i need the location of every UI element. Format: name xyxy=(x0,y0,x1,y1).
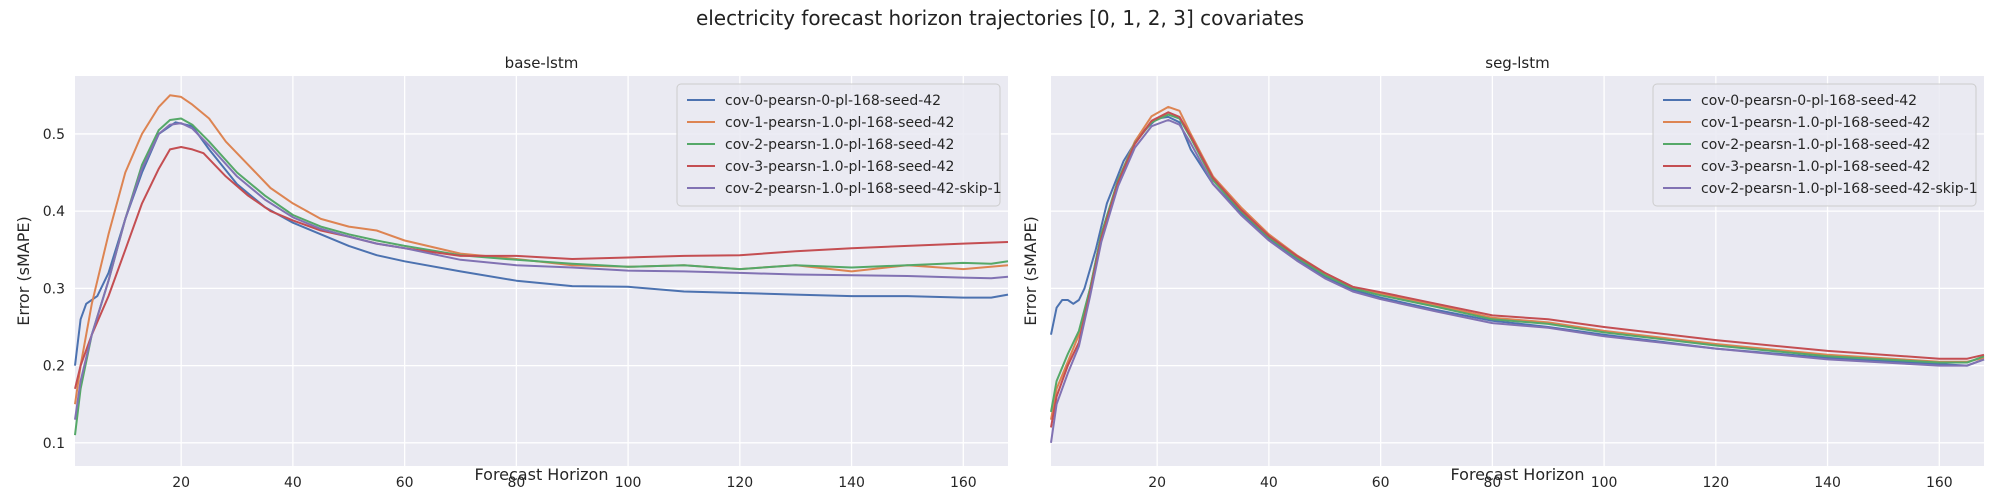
series-line xyxy=(74,117,1009,436)
x-axis-label: Forecast Horizon xyxy=(1451,465,1585,484)
legend-entry: cov-1-pearsn-1.0-pl-168-seed-42 xyxy=(1701,115,1930,131)
series-line xyxy=(74,146,1009,390)
x-tick-label: 40 xyxy=(284,475,302,491)
panel-title: base-lstm xyxy=(505,54,579,72)
series-line xyxy=(74,122,1009,420)
legend-box xyxy=(676,83,1001,207)
x-axis-label: Forecast Horizon xyxy=(475,465,609,484)
x-tick-label: 100 xyxy=(615,475,642,491)
y-axis-label: Error (sMAPE) xyxy=(1021,216,1040,325)
x-tick-label: 120 xyxy=(1702,475,1729,491)
panel-seg-lstm: 20 40 60 80 100 120 140 160 seg-lstm Forecast H… xyxy=(1021,54,1985,491)
x-tick-label: 160 xyxy=(950,475,977,491)
legend: cov-0-pearsn-0-pl-168-seed-42 cov-1-pears… xyxy=(676,83,1002,207)
series-lines xyxy=(74,94,1009,436)
y-axis-label: Error (sMAPE) xyxy=(14,216,33,325)
legend-entry: cov-0-pearsn-0-pl-168-seed-42 xyxy=(1701,93,1917,109)
x-tick-label: 40 xyxy=(1260,475,1278,491)
y-tick-label: 0.5 xyxy=(43,127,65,143)
y-tick-label: 0.2 xyxy=(43,359,65,375)
legend-box xyxy=(1652,83,1977,207)
legend: cov-0-pearsn-0-pl-168-seed-42 cov-1-pears… xyxy=(1652,83,1978,207)
legend-entry: cov-2-pearsn-1.0-pl-168-seed-42 xyxy=(1701,137,1930,153)
x-tick-label: 100 xyxy=(1591,475,1618,491)
x-tick-labels: 20 40 60 80 100 120 140 160 xyxy=(1148,475,1952,491)
y-tick-label: 0.1 xyxy=(43,436,65,452)
legend-entry: cov-2-pearsn-1.0-pl-168-seed-42-skip-1 xyxy=(725,181,1002,197)
legend-entry: cov-2-pearsn-1.0-pl-168-seed-42 xyxy=(725,137,954,153)
x-tick-label: 160 xyxy=(1926,475,1953,491)
panel-base-lstm: 20 40 60 80 100 120 140 160 0.1 0.2 0.3 0.4 0.5 bas… xyxy=(14,54,1009,491)
x-tick-label: 20 xyxy=(172,475,190,491)
legend-entry: cov-1-pearsn-1.0-pl-168-seed-42 xyxy=(725,115,954,131)
series-line xyxy=(1050,119,1985,443)
x-tick-label: 80 xyxy=(507,475,525,491)
x-tick-label: 60 xyxy=(396,475,414,491)
figure-title: electricity forecast horizon trajectorie… xyxy=(696,6,1304,30)
x-tick-label: 120 xyxy=(726,475,753,491)
panel-title: seg-lstm xyxy=(1485,54,1549,72)
legend-entry: cov-0-pearsn-0-pl-168-seed-42 xyxy=(725,93,941,109)
y-tick-labels: 0.1 0.2 0.3 0.4 0.5 xyxy=(43,127,65,452)
x-tick-label: 80 xyxy=(1483,475,1501,491)
x-tick-labels: 20 40 60 80 100 120 140 160 xyxy=(172,475,976,491)
y-tick-label: 0.3 xyxy=(43,281,65,297)
series-lines xyxy=(1050,105,1985,443)
x-tick-label: 20 xyxy=(1148,475,1166,491)
x-tick-label: 140 xyxy=(838,475,865,491)
legend-entry: cov-2-pearsn-1.0-pl-168-seed-42-skip-1 xyxy=(1701,181,1978,197)
x-tick-label: 140 xyxy=(1814,475,1841,491)
x-tick-label: 60 xyxy=(1372,475,1390,491)
legend-entry: cov-3-pearsn-1.0-pl-168-seed-42 xyxy=(1701,159,1930,175)
y-tick-label: 0.4 xyxy=(43,204,65,220)
legend-entry: cov-3-pearsn-1.0-pl-168-seed-42 xyxy=(725,159,954,175)
